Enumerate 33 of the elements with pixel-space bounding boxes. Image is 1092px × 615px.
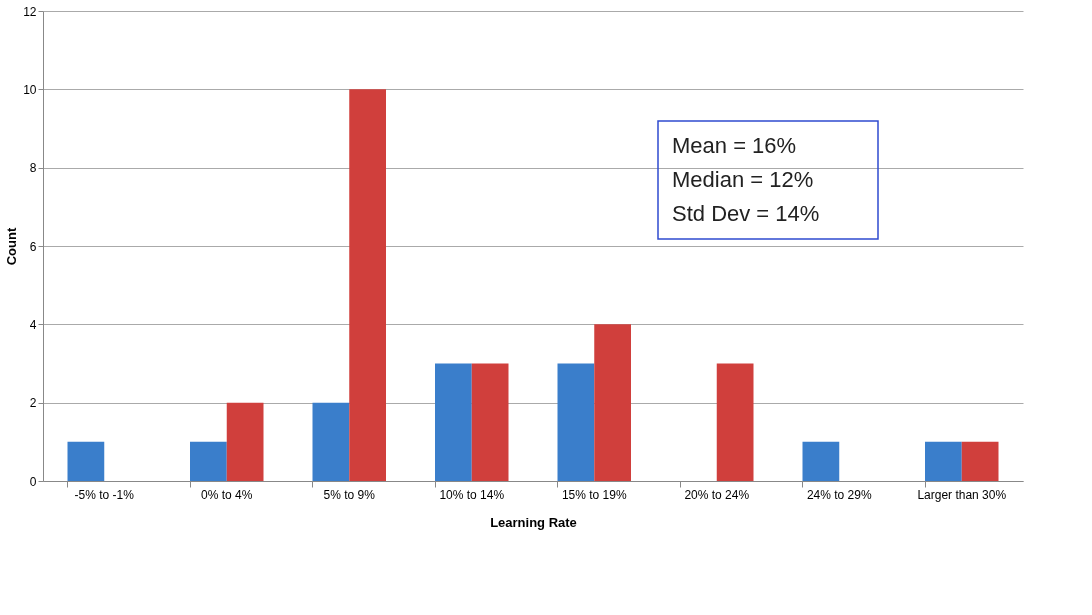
x-axis-title: Learning Rate xyxy=(490,514,577,530)
annotation: Mean = 16% xyxy=(672,133,797,158)
bar xyxy=(594,324,631,481)
bar xyxy=(67,441,105,481)
x-tick-label: 0% to 4% xyxy=(201,487,253,502)
y-tick-label: 8 xyxy=(29,161,37,176)
bar xyxy=(925,441,962,481)
bar xyxy=(716,363,754,481)
bar xyxy=(349,89,386,481)
x-tick-label: 5% to 9% xyxy=(323,487,376,502)
x-tick-label: Larger than 30% xyxy=(917,487,1007,502)
bar xyxy=(190,441,227,481)
x-tick-label: 20% to 24% xyxy=(684,487,750,502)
bar xyxy=(557,363,595,481)
y-tick-label: 10 xyxy=(23,82,37,97)
bar xyxy=(312,402,350,481)
bar xyxy=(435,363,472,481)
bar xyxy=(471,363,509,481)
y-tick-label: 4 xyxy=(29,317,37,332)
bar xyxy=(961,441,999,481)
x-tick-label: -5% to -1% xyxy=(74,487,135,502)
annotation: Median = 12% xyxy=(672,167,814,192)
y-tick-label: 12 xyxy=(23,4,37,19)
y-axis-title: Count xyxy=(4,227,20,266)
x-tick-label: 24% to 29% xyxy=(806,487,872,502)
bar xyxy=(226,402,264,481)
bar xyxy=(802,441,840,481)
x-tick-label: 15% to 19% xyxy=(561,487,627,502)
annotation: Std Dev = 14% xyxy=(672,201,820,226)
y-tick-label: 6 xyxy=(29,239,37,254)
y-tick-label: 2 xyxy=(29,396,37,411)
y-tick-label: 0 xyxy=(29,474,37,489)
x-tick-label: 10% to 14% xyxy=(439,487,505,502)
